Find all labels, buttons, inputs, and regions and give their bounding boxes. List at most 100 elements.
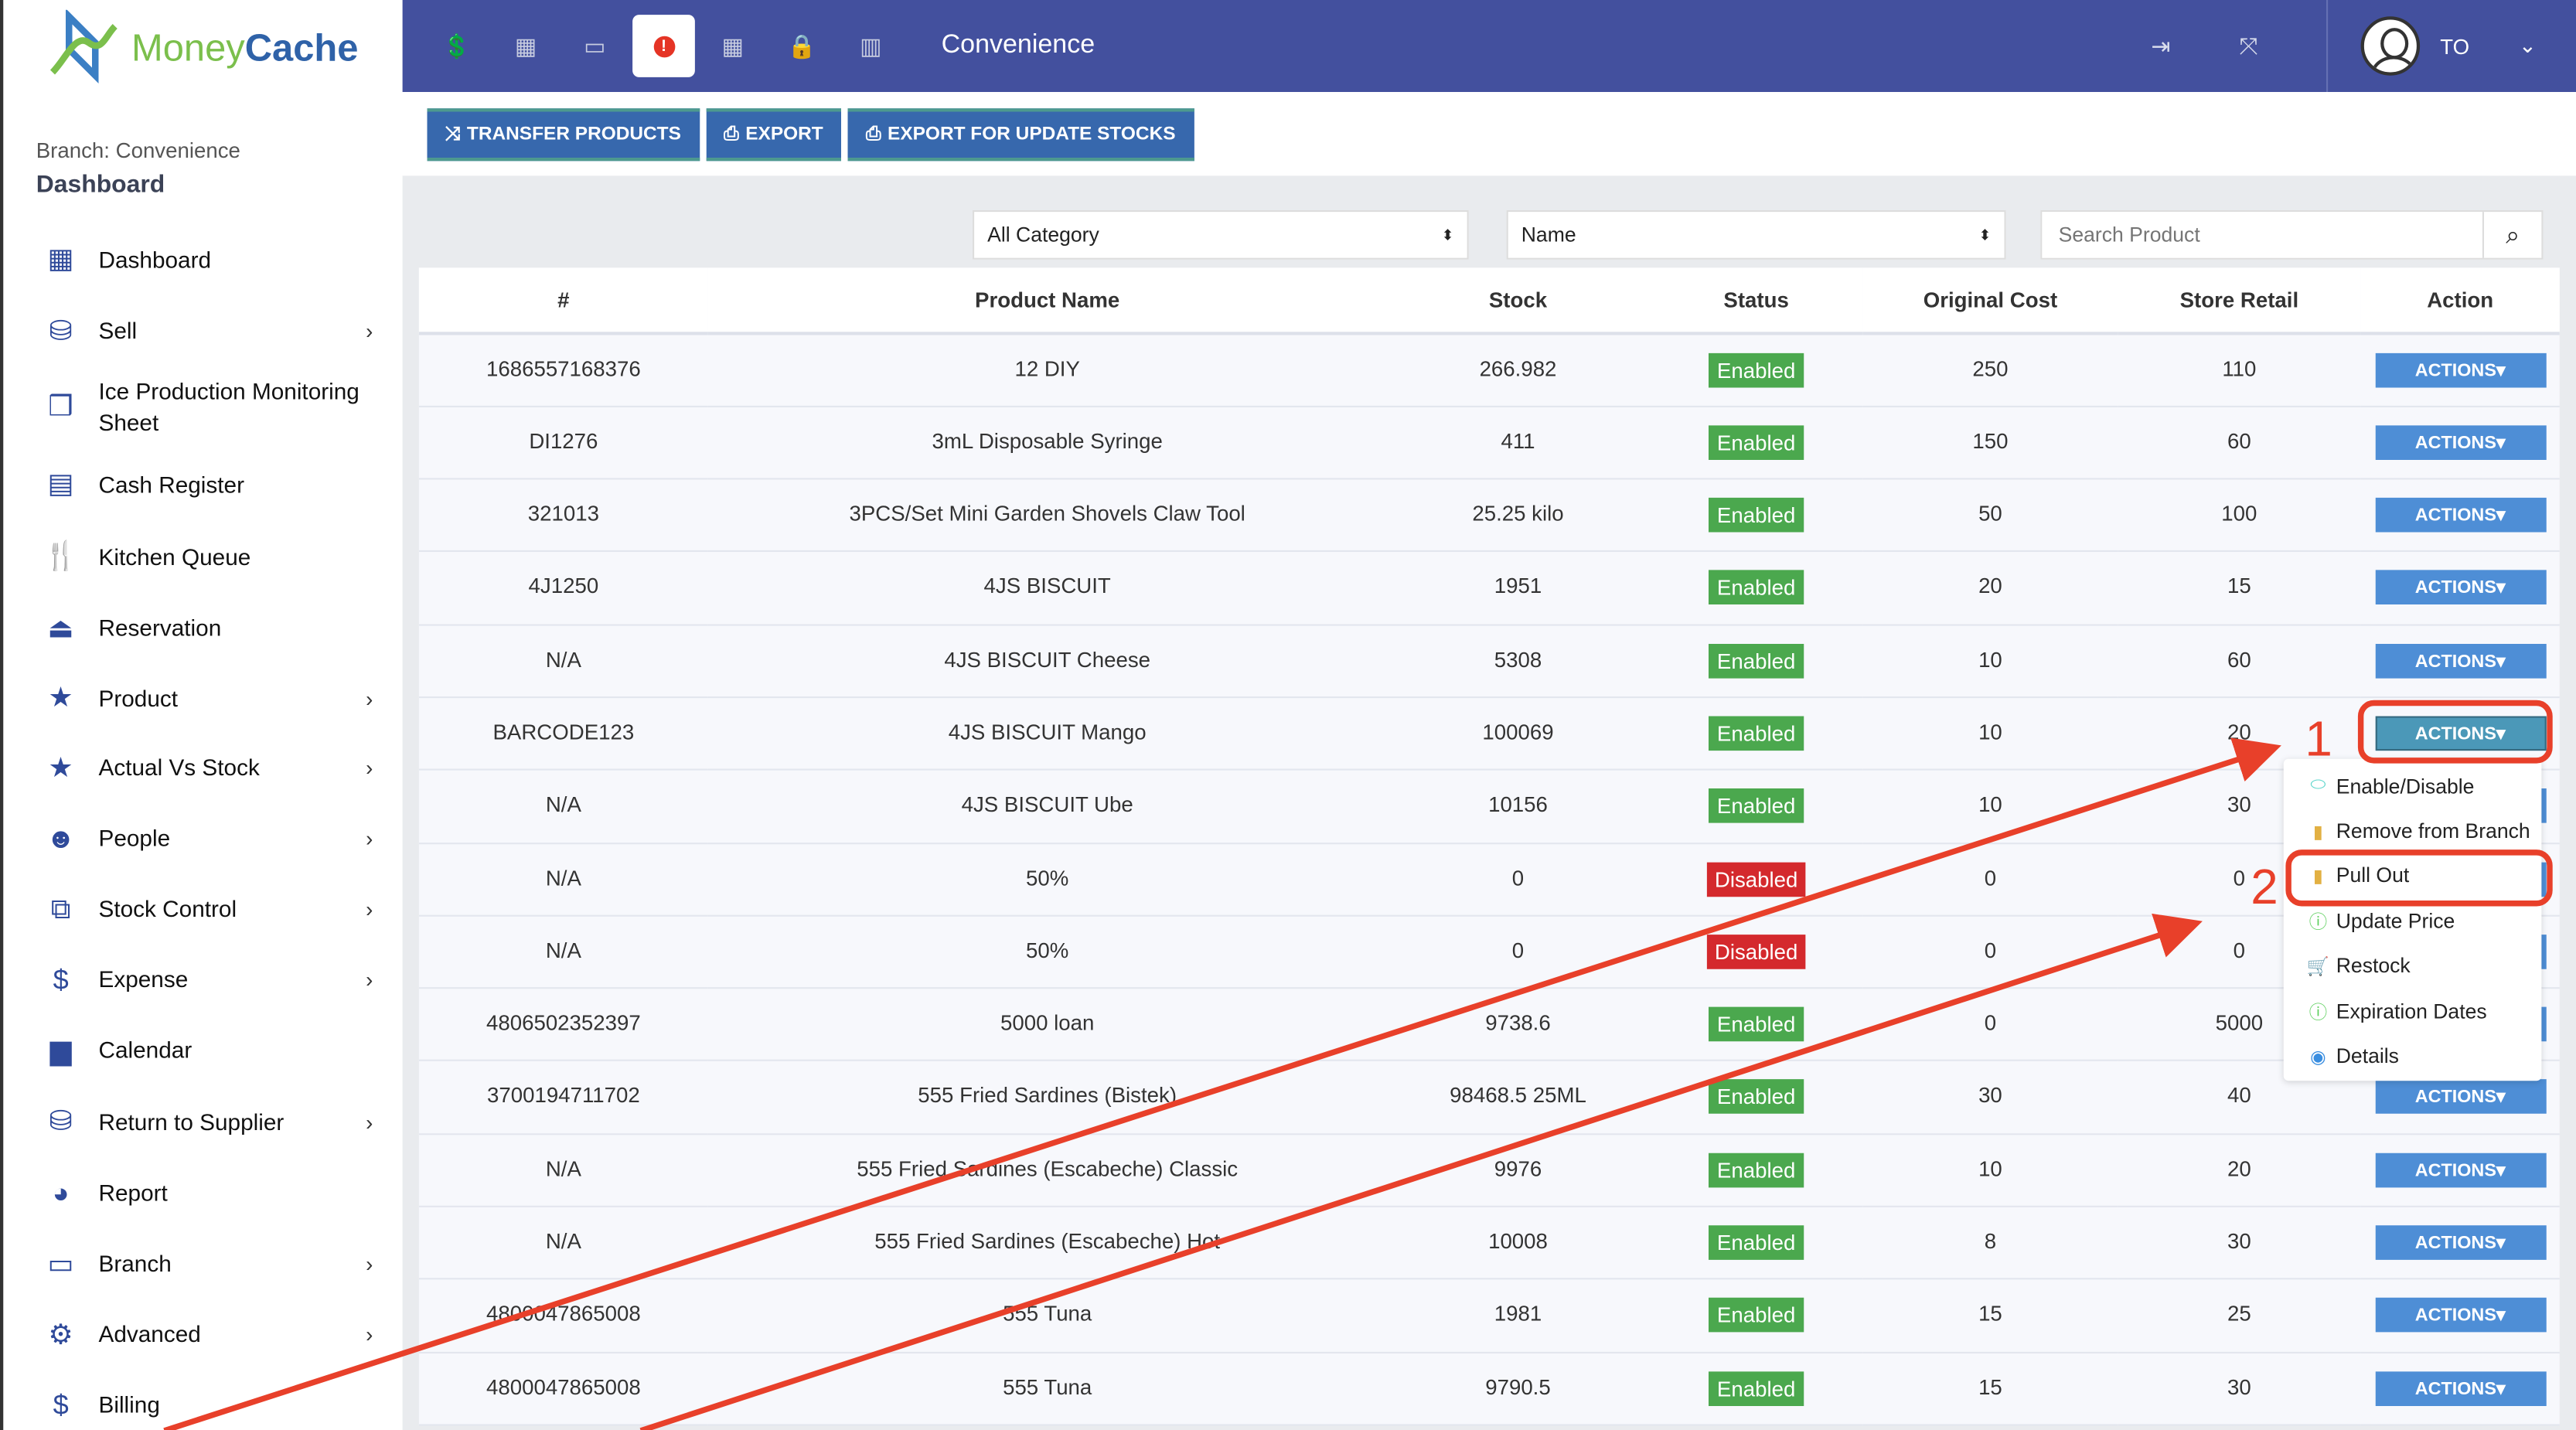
actions-button[interactable]: ACTIONS▾ [2374,716,2546,751]
actions-button[interactable]: ACTIONS▾ [2374,570,2546,605]
status-badge: Disabled [1706,934,1807,969]
status-cell: Disabled [1649,915,1863,989]
sort-select[interactable]: Name ⬍ [1506,210,2006,260]
menu-item-enable-disable[interactable]: ⬭ Enable/Disable [2284,764,2542,809]
info-circle-icon: ⓘ [2309,1003,2328,1023]
star-icon: ★ [48,681,73,713]
sign-in-icon[interactable]: ⇥ [2151,32,2171,59]
table-row: N/A50%0Disabled00ACTIONS▾ [418,843,2560,917]
sidebar-item-dashboard[interactable]: ▦ Dashboard [3,223,406,296]
menu-item-pull-out[interactable]: ▮ Pull Out [2284,854,2542,899]
sidebar-item-calendar[interactable]: ▆ Calendar [3,1015,406,1085]
user-menu[interactable]: TO ⌄ [2326,0,2576,92]
export-button[interactable]: ⎙ EXPORT [705,108,842,162]
search-icon: ⌕ [2506,220,2520,249]
status-badge: Enabled [1709,1370,1804,1406]
stock: 0 [1386,843,1650,917]
dollar-icon: $ [53,963,69,995]
export-update-stocks-button[interactable]: ⎙ EXPORT FOR UPDATE STOCKS [847,108,1194,162]
sidebar-item-advanced[interactable]: ⚙ Advanced › [3,1299,406,1370]
calculator-button[interactable]: ▦ [495,15,557,77]
sidebar-item-reservation[interactable]: ⏏ Reservation [3,593,406,663]
product-code: N/A [418,915,708,989]
cash-register-icon: ▤ [47,468,74,499]
sidebar-item-product[interactable]: ★ Product › [3,664,406,733]
gear-icon: ⚙ [48,1318,73,1350]
status-badge: Enabled [1709,1006,1804,1042]
actions-button[interactable]: ACTIONS▾ [2374,643,2546,678]
select-arrows-icon: ⬍ [1441,226,1454,243]
stock: 266.982 [1386,333,1650,407]
products-table: # Product Name Stock Status Original Cost Sto… [418,267,2560,1426]
sidebar-item-cash-register[interactable]: ▤ Cash Register [3,448,406,521]
status-cell: Enabled [1649,551,1863,625]
search-box: ⌕ [2040,210,2544,260]
actions-button[interactable]: ACTIONS▾ [2374,1370,2546,1406]
sidebar-item-actual-vs-stock[interactable]: ★ Actual Vs Stock › [3,733,406,803]
original-cost: 15 [1862,1352,2118,1426]
alert-button[interactable]: ! [632,15,695,77]
fullscreen-icon[interactable]: ⤧ [2239,32,2258,59]
sidebar-item-billing[interactable]: $ Billing [3,1370,406,1430]
chevron-right-icon: › [366,1109,373,1135]
menu-item-expiration-dates[interactable]: ⓘ Expiration Dates [2284,989,2542,1033]
product-code: 4800047865008 [418,1352,708,1426]
column-header-action: Action [2360,267,2560,335]
store-retail: 25 [2118,1279,2361,1353]
actions-button[interactable]: ACTIONS▾ [2374,498,2546,533]
status-cell: Enabled [1649,988,1863,1062]
sidebar-item-sell[interactable]: ⛁ Sell › [3,296,406,366]
actions-button[interactable]: ACTIONS▾ [2374,352,2546,388]
info-circle-icon: ⓘ [2309,913,2328,933]
monitor-button[interactable]: ▭ [564,15,626,77]
hand-dollar-button[interactable]: 💲 [425,15,488,77]
product-name: 555 Fried Sardines (Escabeche) Classic [707,1133,1387,1208]
print-icon: ⎙ [865,124,881,144]
stock: 9790.5 [1386,1352,1650,1426]
cube-icon: ❒ [48,390,73,423]
search-button[interactable]: ⌕ [2482,212,2542,258]
original-cost: 15 [1862,1279,2118,1353]
search-input[interactable] [2042,212,2482,258]
chevron-right-icon: › [366,1251,373,1277]
topbar-title: Convenience [941,31,1095,60]
table-row: 4800047865008 555 Tuna 9790.5 Enabled 15 30 AC… [418,1352,2560,1426]
status-cell: Enabled [1649,770,1863,844]
status-badge: Enabled [1709,424,1804,460]
transfer-products-button[interactable]: ⤨ TRANSFER PRODUCTS [427,108,700,162]
trash-icon: ▮ [2312,822,2323,843]
sidebar-item-kitchen-queue[interactable]: 🍴 Kitchen Queue [3,521,406,594]
original-cost: 150 [1862,406,2118,480]
menu-item-details[interactable]: ◉ Details [2284,1033,2542,1078]
sidebar-item-ice-production-monitoring-sheet[interactable]: ❒ Ice Production Monitoring Sheet [3,366,406,448]
sidebar-item-expense[interactable]: $ Expense › [3,945,406,1015]
stock: 10156 [1386,770,1650,844]
sidebar-item-report[interactable]: ◕ Report [3,1158,406,1228]
actions-button[interactable]: ACTIONS▾ [2374,1225,2546,1261]
logo[interactable]: Money Cache [46,9,358,86]
sidebar-item-people[interactable]: ☻ People › [3,803,406,873]
bar-chart-button[interactable]: ▥ [840,15,902,77]
product-code: 3700194711702 [418,1061,708,1135]
menu-item-update-price[interactable]: ⓘ Update Price [2284,899,2542,944]
original-cost: 10 [1862,697,2118,771]
sidebar-item-return-to-supplier[interactable]: ⛁ Return to Supplier › [3,1086,406,1159]
product-code: 321013 [418,478,708,553]
sidebar-item-branch[interactable]: ▭ Branch › [3,1229,406,1299]
actions-button[interactable]: ACTIONS▾ [2374,1298,2546,1333]
stock: 10008 [1386,1206,1650,1281]
shuffle-icon: ⤨ [445,124,461,144]
status-cell: Enabled [1649,624,1863,699]
column-header-number: # [418,267,708,335]
menu-item-remove-from-branch[interactable]: ▮ Remove from Branch [2284,809,2542,853]
caret-down-icon: ▾ [2496,724,2506,744]
actions-button[interactable]: ACTIONS▾ [2374,1153,2546,1187]
lock-button[interactable]: 🔒 [771,15,833,77]
caret-down-icon: ▾ [2496,506,2506,526]
sidebar-item-stock-control[interactable]: ⧉ Stock Control › [3,874,406,945]
menu-item-restock[interactable]: 🛒 Restock [2306,955,2411,978]
category-select[interactable]: All Category ⬍ [973,210,1469,260]
actions-button[interactable]: ACTIONS▾ [2374,424,2546,460]
grid-button[interactable]: ▦ [701,15,764,77]
actions-button[interactable]: ACTIONS▾ [2374,1080,2546,1115]
